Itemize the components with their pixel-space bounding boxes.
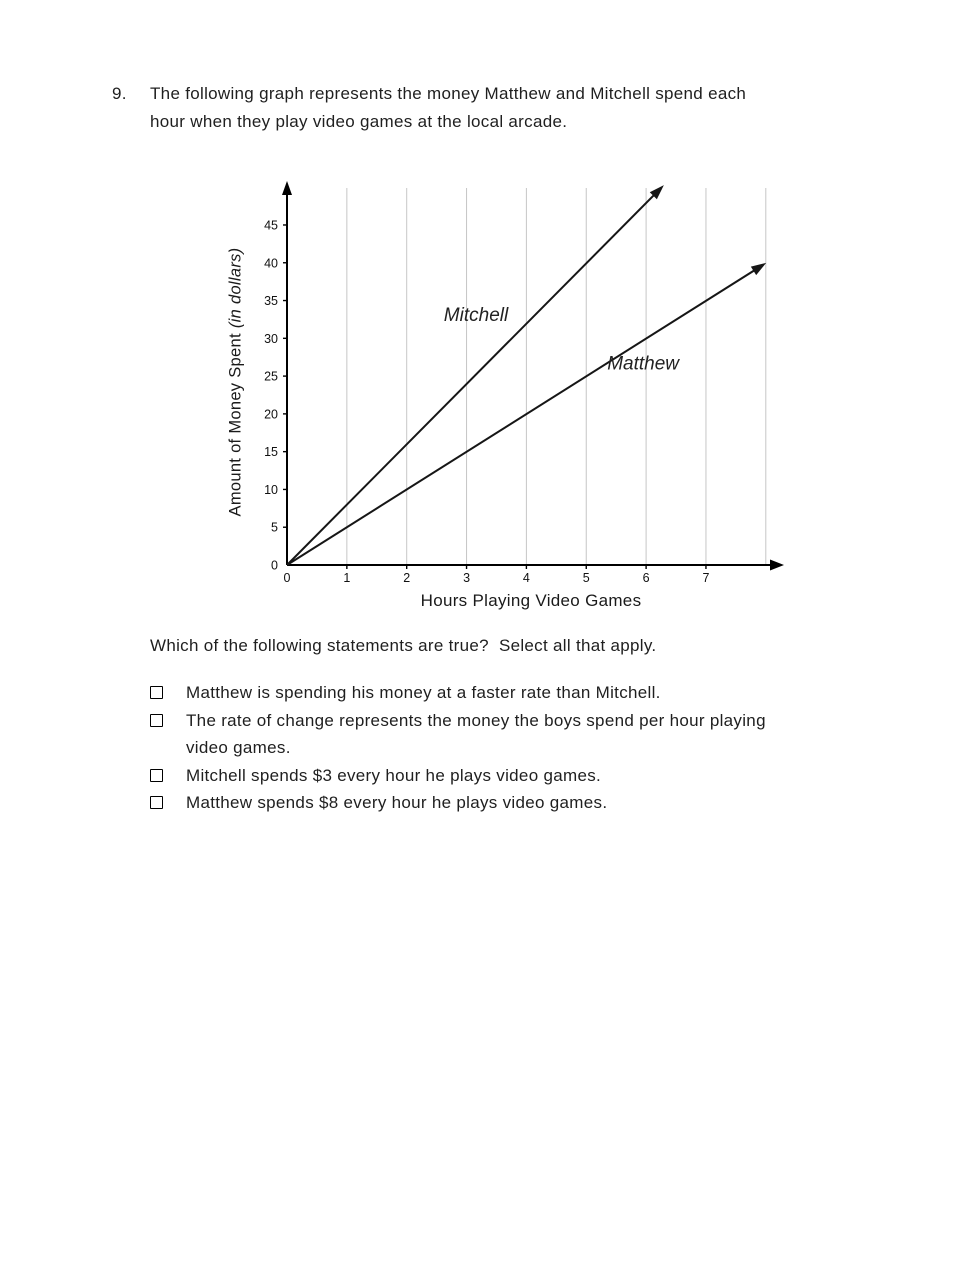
choice-item: Matthew spends $8 every hour he plays vi… — [150, 789, 890, 817]
y-tick-label: 0 — [271, 559, 278, 573]
question-block: 9. The following graph represents the mo… — [112, 80, 770, 136]
y-tick-label: 10 — [264, 483, 278, 497]
x-tick-label: 7 — [702, 571, 709, 585]
y-tick-label: 20 — [264, 407, 278, 421]
checkbox[interactable] — [150, 768, 163, 782]
x-tick-label: 3 — [463, 571, 470, 585]
y-axis-label-note: (in dollars) — [226, 247, 245, 329]
y-tick-label: 30 — [264, 332, 278, 346]
choice-label: Matthew spends $8 every hour he plays vi… — [186, 793, 608, 812]
question-text: The following graph represents the money… — [150, 84, 747, 131]
x-tick-label: 6 — [643, 571, 650, 585]
series-label-matthew: Matthew — [607, 353, 680, 374]
y-tick-label: 15 — [264, 445, 278, 459]
x-tick-label: 5 — [583, 571, 590, 585]
choice-item: The rate of change represents the money … — [150, 707, 890, 762]
checkbox[interactable] — [150, 713, 163, 727]
question-prompt: Which of the following statements are tr… — [150, 636, 657, 655]
checkbox[interactable] — [150, 686, 163, 699]
x-axis-arrow-icon — [770, 559, 784, 571]
question-number: 9. — [112, 84, 127, 103]
series-label-mitchell: Mitchell — [444, 305, 509, 326]
x-tick-label: 1 — [343, 571, 350, 585]
x-tick-label: 4 — [523, 571, 530, 585]
y-tick-label: 40 — [264, 256, 278, 270]
choice-label: The rate of change represents the money … — [186, 710, 766, 758]
y-axis-label: Amount of Money Spent — [226, 333, 245, 517]
series-line-matthew — [286, 264, 764, 566]
y-tick-label: 25 — [264, 370, 278, 384]
y-tick-label: 45 — [264, 218, 278, 232]
choice-label: Mitchell spends $3 every hour he plays v… — [186, 765, 602, 785]
series-arrow-icon-mitchell — [649, 185, 664, 200]
x-tick-label: 0 — [284, 571, 291, 585]
chart-area: 0 5 10 15 20 25 30 35 40 45 0 1 2 3 4 5 6 7 Mitchell Matthe… — [225, 178, 785, 590]
choice-label: Matthew is spending his money at a faste… — [186, 683, 661, 702]
y-axis-arrow-icon — [282, 181, 292, 195]
choice-item: Mitchell spends $3 every hour he plays v… — [150, 762, 890, 790]
choice-item: Matthew is spending his money at a faste… — [150, 679, 890, 707]
x-tick-label: 2 — [403, 571, 410, 585]
choices-list: Matthew is spending his money at a faste… — [150, 679, 890, 817]
x-axis-title: Hours Playing Video Games — [420, 591, 642, 610]
y-tick-label: 35 — [264, 294, 278, 308]
y-tick-label: 5 — [271, 521, 278, 535]
checkbox[interactable] — [150, 796, 163, 809]
series-arrow-icon-matthew — [750, 262, 767, 276]
series-line-mitchell — [286, 187, 662, 566]
